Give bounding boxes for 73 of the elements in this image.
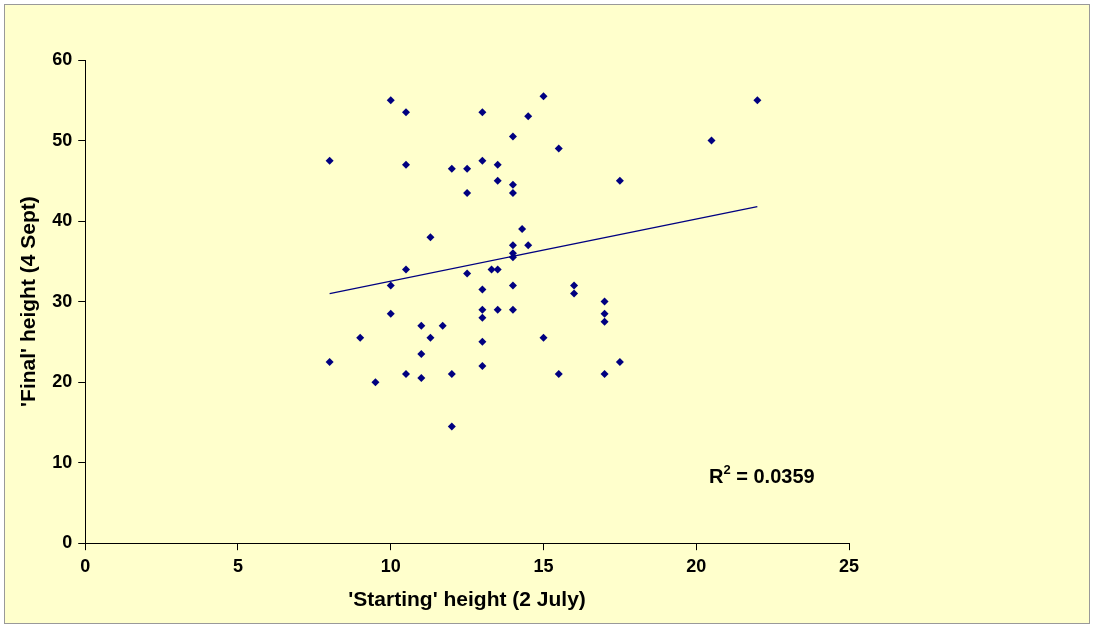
point	[600, 317, 609, 326]
point	[539, 92, 548, 101]
point	[402, 265, 411, 274]
point	[508, 241, 517, 250]
x-tick-label: 25	[838, 555, 860, 576]
point	[426, 333, 435, 342]
point	[417, 374, 426, 383]
point	[478, 362, 487, 371]
point	[463, 188, 472, 197]
point	[426, 233, 435, 242]
point	[554, 370, 563, 379]
x-tick-label: 10	[380, 555, 401, 576]
point	[615, 176, 624, 185]
point	[386, 281, 395, 290]
point	[463, 269, 472, 278]
y-tick-label: 20	[52, 371, 73, 392]
point	[493, 265, 502, 274]
point	[554, 144, 563, 153]
point	[417, 349, 426, 358]
point	[493, 176, 502, 185]
point	[508, 132, 517, 141]
point	[478, 108, 487, 117]
point	[508, 180, 517, 189]
point	[386, 96, 395, 105]
point	[600, 297, 609, 306]
point	[508, 281, 517, 290]
point	[600, 370, 609, 379]
x-tick-label: 0	[80, 555, 91, 576]
x-tick-label: 15	[533, 555, 554, 576]
y-tick-label: 0	[62, 532, 73, 553]
point	[478, 337, 487, 346]
point	[570, 289, 579, 298]
point	[508, 188, 517, 197]
point	[707, 136, 716, 145]
point	[402, 160, 411, 169]
point	[524, 241, 533, 250]
point	[447, 370, 456, 379]
x-tick-label: 5	[232, 555, 243, 576]
y-tick-label: 60	[52, 48, 73, 69]
point	[325, 156, 334, 165]
point	[600, 309, 609, 318]
point	[356, 333, 365, 342]
point	[518, 225, 527, 234]
point	[463, 164, 472, 173]
y-tick-label: 40	[52, 210, 73, 231]
point	[493, 160, 502, 169]
y-tick-label: 30	[52, 290, 73, 311]
point	[417, 321, 426, 330]
y-axis-title: 'Final' height (4 Sept)	[16, 196, 40, 407]
y-tick-label: 50	[52, 129, 73, 150]
point	[371, 378, 380, 387]
point	[386, 309, 395, 318]
point	[493, 305, 502, 314]
point	[478, 313, 487, 322]
point	[402, 370, 411, 379]
point	[615, 358, 624, 366]
point	[478, 285, 487, 294]
x-tick-label: 20	[686, 555, 707, 576]
point	[524, 112, 533, 121]
point	[402, 108, 411, 117]
point	[438, 321, 447, 330]
point	[753, 96, 762, 105]
point	[447, 422, 456, 431]
point	[539, 333, 548, 342]
point	[508, 305, 517, 314]
x-axis-title: 'Starting' height (2 July)	[348, 587, 586, 611]
y-tick-label: 10	[52, 451, 73, 472]
point	[325, 358, 334, 366]
point	[570, 281, 579, 290]
point	[447, 164, 456, 173]
point	[487, 265, 496, 274]
point	[478, 156, 487, 165]
point	[478, 305, 487, 314]
